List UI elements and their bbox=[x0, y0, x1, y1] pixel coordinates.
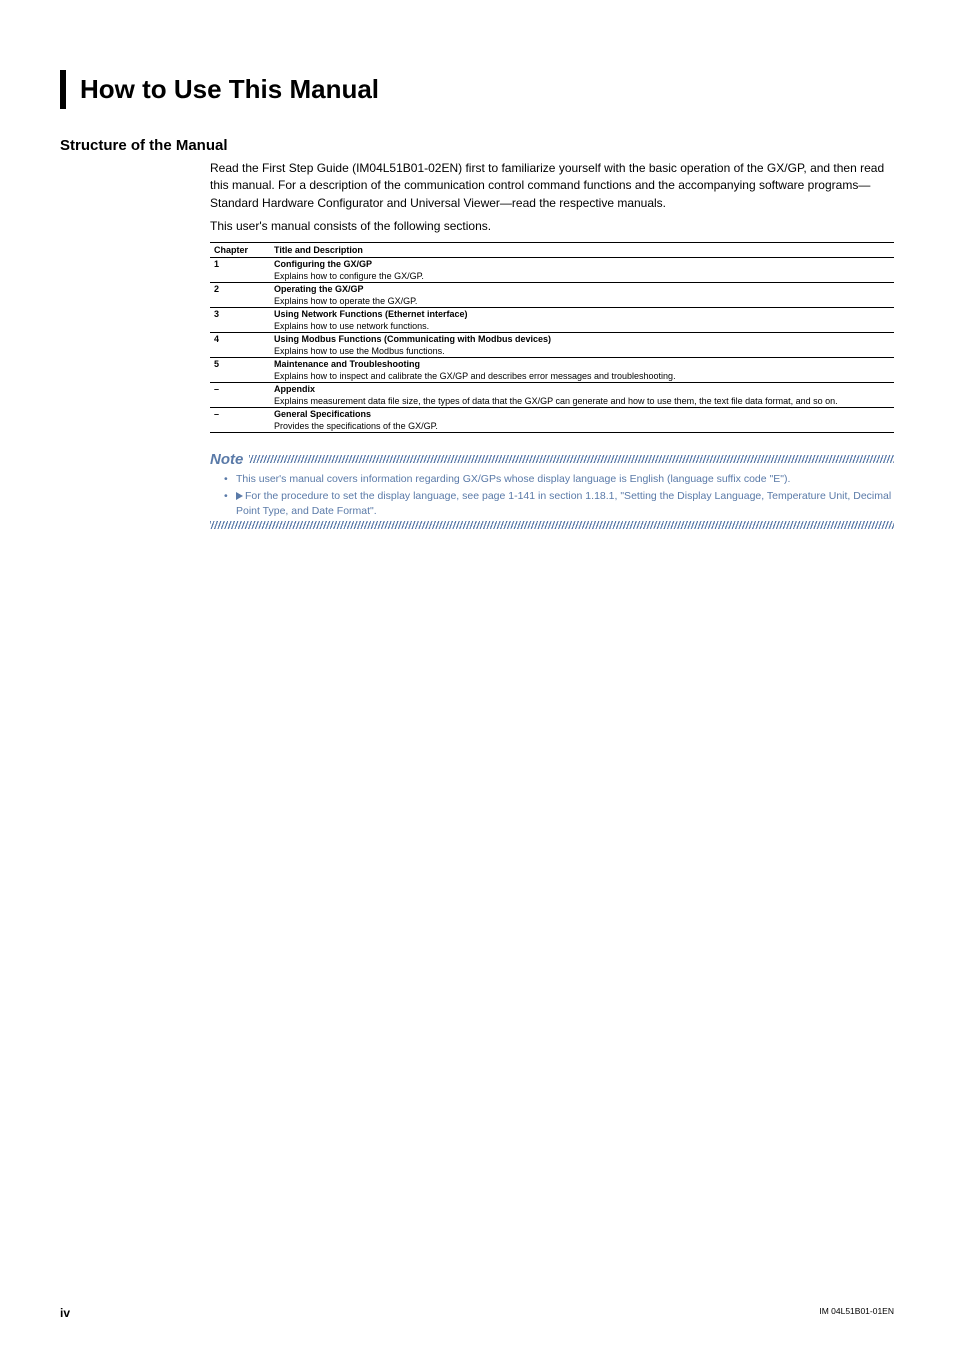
chapter-title: General Specifications bbox=[270, 407, 894, 420]
section-heading: Structure of the Manual bbox=[60, 137, 894, 154]
empty-cell bbox=[210, 295, 270, 308]
table-row: Explains measurement data file size, the… bbox=[210, 395, 894, 408]
table-header-chapter: Chapter bbox=[210, 242, 270, 257]
table-header-title: Title and Description bbox=[270, 242, 894, 257]
table-row: Explains how to use network functions. bbox=[210, 320, 894, 333]
note-heading-row: Note bbox=[210, 451, 894, 468]
chapter-desc: Explains how to configure the GX/GP. bbox=[270, 270, 894, 283]
note-item: • This user's manual covers information … bbox=[224, 472, 894, 487]
triangle-icon bbox=[236, 492, 243, 500]
table-row: 3 Using Network Functions (Ethernet inte… bbox=[210, 307, 894, 320]
empty-cell bbox=[210, 320, 270, 333]
chapter-title: Appendix bbox=[270, 382, 894, 395]
chapter-title: Operating the GX/GP bbox=[270, 282, 894, 295]
chapter-desc: Explains how to inspect and calibrate th… bbox=[270, 370, 894, 383]
table-row: Provides the specifications of the GX/GP… bbox=[210, 420, 894, 433]
note-text-content: For the procedure to set the display lan… bbox=[236, 490, 891, 517]
hatch-decoration-icon bbox=[210, 521, 894, 529]
chapter-desc: Explains measurement data file size, the… bbox=[270, 395, 894, 408]
chapter-number: 3 bbox=[210, 307, 270, 320]
bullet-icon: • bbox=[224, 472, 236, 487]
chapter-number: – bbox=[210, 407, 270, 420]
chapter-desc: Explains how to use the Modbus functions… bbox=[270, 345, 894, 358]
chapter-desc: Explains how to operate the GX/GP. bbox=[270, 295, 894, 308]
chapter-desc: Explains how to use network functions. bbox=[270, 320, 894, 333]
title-block: How to Use This Manual bbox=[60, 70, 894, 109]
page-footer: iv IM 04L51B01-01EN bbox=[60, 1306, 894, 1320]
chapter-number: 1 bbox=[210, 257, 270, 270]
table-row: Explains how to operate the GX/GP. bbox=[210, 295, 894, 308]
empty-cell bbox=[210, 370, 270, 383]
table-row: 1 Configuring the GX/GP bbox=[210, 257, 894, 270]
table-row: 5 Maintenance and Troubleshooting bbox=[210, 357, 894, 370]
intro-line-2: This user's manual consists of the follo… bbox=[210, 218, 894, 235]
chapter-title: Using Network Functions (Ethernet interf… bbox=[270, 307, 894, 320]
chapter-number: 5 bbox=[210, 357, 270, 370]
chapter-number: – bbox=[210, 382, 270, 395]
page-number: iv bbox=[60, 1306, 70, 1320]
note-block: Note • This user's manual covers informa… bbox=[210, 451, 894, 520]
note-label: Note bbox=[210, 451, 249, 468]
empty-cell bbox=[210, 270, 270, 283]
chapter-title: Maintenance and Troubleshooting bbox=[270, 357, 894, 370]
hatch-decoration-icon bbox=[249, 455, 894, 463]
bullet-icon: • bbox=[224, 489, 236, 519]
chapter-title: Configuring the GX/GP bbox=[270, 257, 894, 270]
table-row: 4 Using Modbus Functions (Communicating … bbox=[210, 332, 894, 345]
table-row: – General Specifications bbox=[210, 407, 894, 420]
note-text: This user's manual covers information re… bbox=[236, 472, 790, 487]
table-row: Explains how to inspect and calibrate th… bbox=[210, 370, 894, 383]
table-row: Explains how to use the Modbus functions… bbox=[210, 345, 894, 358]
empty-cell bbox=[210, 395, 270, 408]
table-row: Explains how to configure the GX/GP. bbox=[210, 270, 894, 283]
empty-cell bbox=[210, 345, 270, 358]
note-item: • For the procedure to set the display l… bbox=[224, 489, 894, 519]
note-text: For the procedure to set the display lan… bbox=[236, 489, 894, 519]
intro-paragraph: Read the First Step Guide (IM04L51B01-02… bbox=[210, 160, 894, 212]
document-id: IM 04L51B01-01EN bbox=[819, 1306, 894, 1320]
empty-cell bbox=[210, 420, 270, 433]
table-row: 2 Operating the GX/GP bbox=[210, 282, 894, 295]
page-title: How to Use This Manual bbox=[80, 74, 894, 105]
chapters-table: Chapter Title and Description 1 Configur… bbox=[210, 242, 894, 433]
chapter-desc: Provides the specifications of the GX/GP… bbox=[270, 420, 894, 433]
table-row: – Appendix bbox=[210, 382, 894, 395]
chapter-title: Using Modbus Functions (Communicating wi… bbox=[270, 332, 894, 345]
chapter-number: 4 bbox=[210, 332, 270, 345]
chapter-number: 2 bbox=[210, 282, 270, 295]
note-list: • This user's manual covers information … bbox=[224, 472, 894, 520]
